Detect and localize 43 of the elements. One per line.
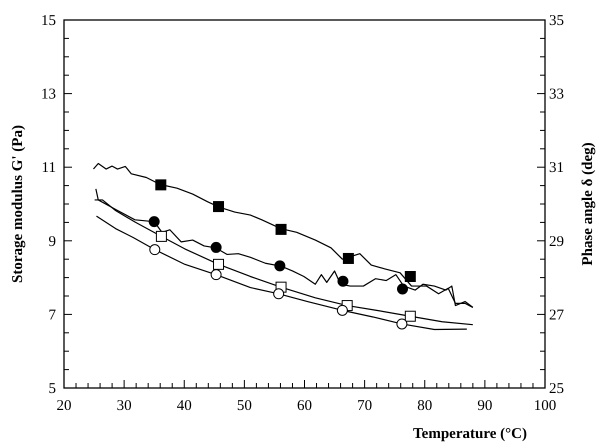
y-tick-label: 7: [48, 307, 56, 324]
point: [336, 304, 348, 316]
x-tick-label: 80: [417, 398, 432, 414]
point: [156, 230, 167, 242]
y2-tick-label: 29: [549, 234, 564, 250]
point: [337, 276, 348, 287]
y-tick-label: 13: [41, 86, 56, 103]
y-axis-title: Storage modulus G' (Pa): [10, 125, 26, 283]
point: [273, 288, 284, 300]
y2-tick-label: 31: [549, 160, 564, 176]
y2-axis-title: Phase angle δ (deg): [580, 142, 596, 266]
x-tick-label: 100: [534, 398, 556, 414]
point: [404, 270, 416, 282]
y-tick-label: 5: [48, 381, 56, 397]
x-tick-label: 70: [357, 398, 372, 414]
y2-tick-label: 35: [549, 13, 564, 29]
y-tick-label: 11: [42, 160, 56, 176]
point: [210, 242, 222, 253]
y-tick-label: 9: [48, 234, 56, 250]
point: [213, 201, 224, 212]
point: [276, 224, 287, 235]
point: [396, 318, 408, 330]
x-tick-label: 40: [176, 398, 192, 414]
x-tick-label: 30: [116, 398, 132, 414]
point: [210, 269, 222, 280]
point: [397, 284, 408, 295]
point: [274, 260, 286, 272]
point: [149, 244, 160, 256]
y2-tick-label: 33: [549, 86, 564, 103]
x-tick-label: 20: [56, 398, 72, 414]
point: [342, 252, 354, 264]
x-tick-label: 50: [236, 398, 252, 414]
x-tick-label: 90: [477, 398, 492, 414]
y2-tick-label: 25: [549, 381, 564, 397]
line-series: [96, 216, 468, 330]
point: [213, 258, 224, 270]
x-tick-label: 60: [297, 398, 312, 414]
y-tick-label: 15: [41, 13, 56, 29]
point: [404, 310, 416, 322]
point: [148, 216, 160, 228]
y2-tick-label: 27: [549, 307, 564, 324]
point: [155, 179, 166, 190]
x-axis-title: Temperature (°C): [413, 426, 527, 442]
